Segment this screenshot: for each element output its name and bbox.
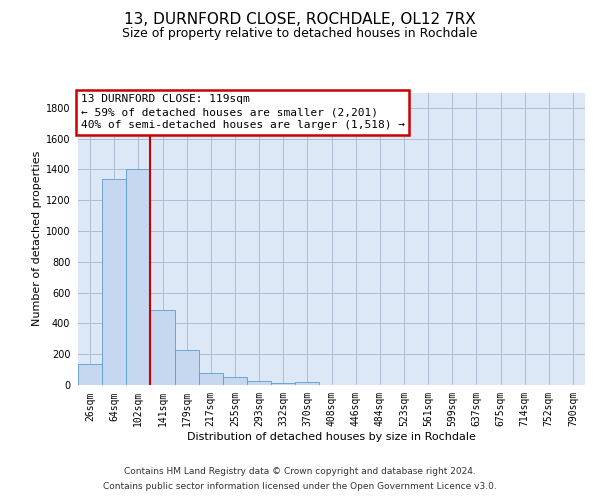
Bar xyxy=(199,372,223,385)
Bar xyxy=(295,382,319,385)
Bar xyxy=(247,381,271,385)
Y-axis label: Number of detached properties: Number of detached properties xyxy=(32,151,41,326)
Text: Contains public sector information licensed under the Open Government Licence v3: Contains public sector information licen… xyxy=(103,482,497,491)
Text: 13, DURNFORD CLOSE, ROCHDALE, OL12 7RX: 13, DURNFORD CLOSE, ROCHDALE, OL12 7RX xyxy=(124,12,476,28)
Text: Size of property relative to detached houses in Rochdale: Size of property relative to detached ho… xyxy=(122,28,478,40)
Bar xyxy=(126,170,151,385)
Bar xyxy=(78,364,102,385)
Bar xyxy=(102,178,126,385)
Bar xyxy=(151,310,175,385)
Bar xyxy=(223,378,247,385)
Text: Contains HM Land Registry data © Crown copyright and database right 2024.: Contains HM Land Registry data © Crown c… xyxy=(124,467,476,476)
Text: 13 DURNFORD CLOSE: 119sqm
← 59% of detached houses are smaller (2,201)
40% of se: 13 DURNFORD CLOSE: 119sqm ← 59% of detac… xyxy=(80,94,404,130)
Bar xyxy=(271,382,295,385)
Bar xyxy=(175,350,199,385)
X-axis label: Distribution of detached houses by size in Rochdale: Distribution of detached houses by size … xyxy=(187,432,476,442)
